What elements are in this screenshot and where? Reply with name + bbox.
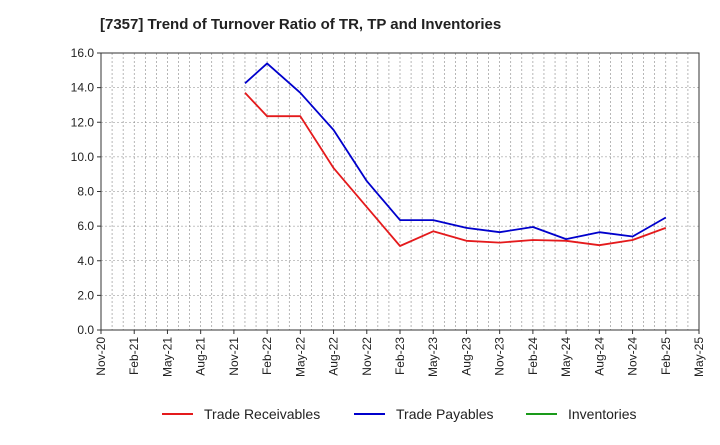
x-tick-label: Aug-21: [194, 337, 208, 376]
x-tick-label: Aug-24: [592, 337, 606, 376]
legend-label: Inventories: [568, 406, 636, 422]
x-tick-label: Aug-22: [327, 337, 341, 376]
y-tick-label: 0.0: [77, 323, 94, 337]
legend-label: Trade Payables: [396, 406, 494, 422]
y-tick-label: 14.0: [71, 81, 95, 95]
x-tick-label: Feb-21: [127, 337, 141, 375]
x-tick-label: Feb-22: [260, 337, 274, 375]
y-tick-label: 4.0: [77, 254, 94, 268]
y-tick-label: 12.0: [71, 115, 95, 129]
y-tick-label: 10.0: [71, 150, 95, 164]
grid: [101, 53, 699, 330]
chart-title: [7357] Trend of Turnover Ratio of TR, TP…: [100, 16, 502, 33]
x-tick-label: Nov-23: [493, 337, 507, 376]
x-tick-label: May-24: [559, 337, 573, 377]
y-tick-label: 16.0: [71, 46, 95, 60]
axes: 0.0 2.0 4.0 6.0 8.0 10.0 12.0 14.0 16.0 Nov-20 Feb…: [71, 46, 706, 377]
x-tick-label: May-22: [293, 337, 307, 377]
x-tick-label: Feb-24: [526, 337, 540, 375]
x-tick-label: May-23: [426, 337, 440, 377]
x-tick-label: Nov-21: [227, 337, 241, 376]
x-tick-label: Feb-25: [659, 337, 673, 375]
y-tick-label: 2.0: [77, 288, 94, 302]
y-tick-label: 6.0: [77, 219, 94, 233]
legend-label: Trade Receivables: [204, 406, 320, 422]
x-tick-label: Aug-23: [459, 337, 473, 376]
series-line: [244, 62, 667, 241]
legend: Trade Receivables Trade Payables Inventori…: [162, 406, 636, 422]
series-line: [244, 92, 667, 247]
x-tick-label: Feb-23: [393, 337, 407, 375]
x-tick-label: May-25: [692, 337, 706, 377]
y-tick-label: 8.0: [77, 185, 94, 199]
series-lines: [244, 62, 667, 247]
x-tick-label: Nov-20: [94, 337, 108, 376]
x-tick-label: Nov-24: [626, 337, 640, 376]
x-tick-label: May-21: [160, 337, 174, 377]
x-tick-label: Nov-22: [360, 337, 374, 376]
